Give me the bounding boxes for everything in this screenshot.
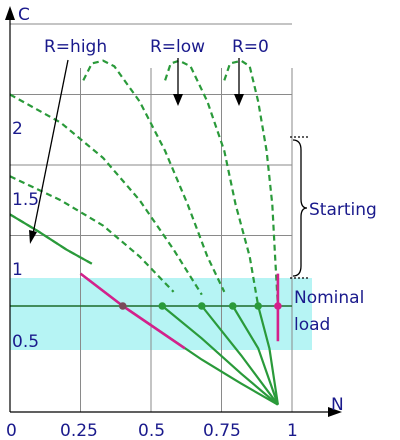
operating-point <box>197 302 206 310</box>
annotation-r-zero: R=0 <box>232 37 269 57</box>
x-tick-label: 1 <box>287 421 298 440</box>
curve-4-starting <box>164 59 260 307</box>
annotation-r-high: R=high <box>44 37 107 57</box>
grid <box>10 23 293 412</box>
x-axis-label: N <box>331 395 344 415</box>
starting-brace <box>290 136 310 279</box>
annotation-starting: Starting <box>309 200 377 220</box>
curve-1-running <box>161 305 279 406</box>
operating-point <box>274 302 282 310</box>
y-axis-label: C <box>18 5 30 25</box>
operating-point <box>119 302 127 310</box>
operating-points <box>119 302 282 310</box>
curve-5-running <box>257 305 279 405</box>
x-tick-label: 0.25 <box>60 421 98 440</box>
operating-point <box>228 302 237 310</box>
x-tick-label: 0.75 <box>203 421 241 440</box>
y-tick-label: 1 <box>12 260 23 280</box>
curve-1-starting <box>9 93 203 296</box>
curve-3-running <box>200 305 279 406</box>
annotation-load: load <box>294 315 330 335</box>
annotation-r-low: R=low <box>150 37 205 57</box>
curve-0-starting <box>9 175 175 293</box>
x-tick-label: 0.5 <box>138 421 165 440</box>
x-tick-label: 0 <box>6 421 17 440</box>
y-axis-arrow <box>5 6 15 20</box>
x-axis-arrow <box>328 407 342 417</box>
curve-3-starting <box>82 59 226 293</box>
curve-4-running <box>231 305 279 406</box>
curve-2-running <box>9 213 93 265</box>
operating-point <box>158 302 167 310</box>
y-tick-label: 2 <box>12 119 23 139</box>
curves <box>9 59 280 406</box>
y-tick-label: 0.5 <box>12 332 39 352</box>
nominal-load-band <box>10 278 312 350</box>
y-tick-label: 1.5 <box>12 190 39 210</box>
annotation-arrows <box>29 58 244 244</box>
annotation-nominal: Nominal <box>294 288 364 308</box>
curve-5-starting <box>223 59 279 307</box>
operating-point <box>254 302 262 310</box>
